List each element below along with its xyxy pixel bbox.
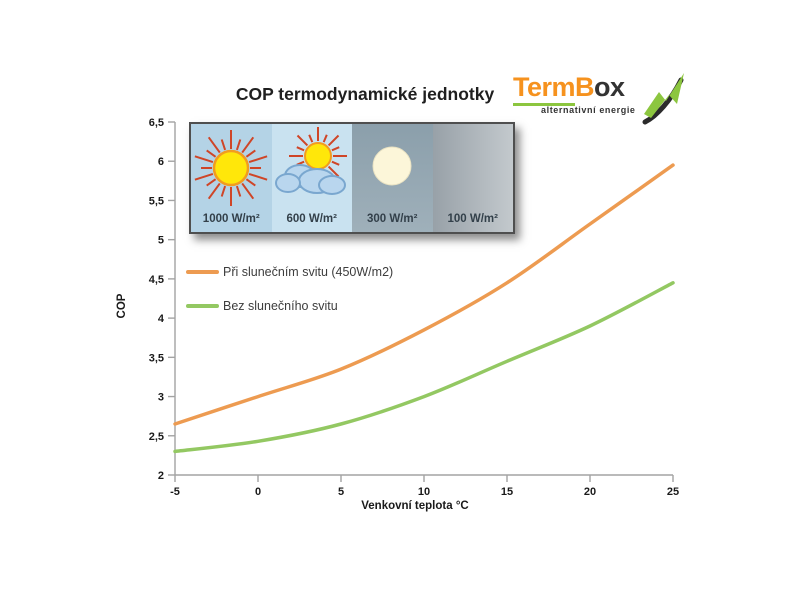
inset-panel-600: 600 W/m² xyxy=(271,124,352,232)
termbox-logo: TermBox alternativní energie xyxy=(513,72,693,132)
y-tick-label: 3,5 xyxy=(149,352,164,364)
x-tick-label: 10 xyxy=(418,486,430,498)
sun-ray xyxy=(206,149,217,158)
sun-ray xyxy=(331,160,340,166)
sun-ray xyxy=(206,178,217,187)
y-tick-label: 4,5 xyxy=(149,274,164,286)
bright-sun-icon xyxy=(194,130,268,206)
sun-ray xyxy=(236,139,242,151)
x-tick-label: 0 xyxy=(255,486,261,498)
y-tick-label: 2,5 xyxy=(149,431,164,443)
x-tick-label: 25 xyxy=(667,486,679,498)
sun-ray xyxy=(220,185,227,197)
sun-ray xyxy=(246,178,257,187)
sun-ray xyxy=(241,136,255,154)
sun-ray xyxy=(220,139,227,151)
y-axis-title: COP xyxy=(116,293,128,319)
sun-ray xyxy=(327,134,339,147)
inset-panel-300: 300 W/m² xyxy=(352,124,433,232)
logo-wordmark: TermBox xyxy=(513,72,693,106)
sun-ray xyxy=(246,149,257,158)
logo-tagline: alternativní energie xyxy=(541,105,636,115)
y-tick-label: 2 xyxy=(158,470,164,482)
cloud-shape xyxy=(274,164,346,195)
legend-swatch-sun xyxy=(186,270,219,274)
sun-ray xyxy=(208,136,221,154)
x-axis-title: Venkovní teplota °C xyxy=(361,500,469,512)
sun-ray xyxy=(308,134,313,143)
inset-label-300: 300 W/m² xyxy=(367,213,418,225)
y-tick-label: 5 xyxy=(158,235,164,247)
series-line-1 xyxy=(173,281,675,454)
pale-sun-icon xyxy=(372,146,412,186)
legend-label-sun: Při slunečním svitu (450W/m2) xyxy=(223,265,394,279)
legend-label-nosun: Bez slunečního svitu xyxy=(223,299,338,313)
sun-ray xyxy=(249,155,268,164)
inset-panel-1000: 1000 W/m² xyxy=(191,124,272,232)
inset-panel-100: 100 W/m² xyxy=(432,124,513,232)
sun-ray xyxy=(236,185,242,197)
y-tick-label: 6 xyxy=(158,156,164,168)
legend-swatch-nosun xyxy=(186,304,219,308)
y-tick-label: 5,5 xyxy=(149,195,164,207)
sun-behind-cloud-icon xyxy=(274,127,347,195)
inset-label-100: 100 W/m² xyxy=(447,213,499,225)
irradiance-inset: 1000 W/m² 600 W/m² 300 W/m² 100 W/m xyxy=(189,122,515,234)
sun-ray xyxy=(194,155,214,164)
inset-label-1000: 1000 W/m² xyxy=(202,213,260,225)
y-tick-label: 6,5 xyxy=(149,117,164,129)
sun-ray xyxy=(208,182,221,200)
sun-ray xyxy=(194,172,214,181)
sun-ray xyxy=(331,146,340,152)
sun-ray xyxy=(249,172,268,181)
x-tick-label: 20 xyxy=(584,486,596,498)
sun-ray xyxy=(296,134,308,147)
x-tick-label: 15 xyxy=(501,486,513,498)
logo-b-text: B xyxy=(575,72,595,102)
logo-term-text: Term xyxy=(513,72,576,106)
logo-swoosh-icon xyxy=(642,73,684,125)
legend-item-nosun: Bez slunečního svitu xyxy=(186,299,338,313)
series-line-0 xyxy=(173,163,675,426)
logo-ox-text: ox xyxy=(594,72,625,102)
x-tick-label: -5 xyxy=(170,486,180,498)
chart-title: COP termodynamické jednotky xyxy=(235,84,495,104)
x-tick-label: 5 xyxy=(338,486,344,498)
sun-ray xyxy=(322,134,328,143)
legend-item-sun: Při slunečním svitu (450W/m2) xyxy=(186,265,393,279)
y-tick-label: 3 xyxy=(158,392,164,404)
sun-ray xyxy=(241,182,255,200)
y-tick-label: 4 xyxy=(158,313,165,325)
inset-label-600: 600 W/m² xyxy=(286,213,338,225)
sun-ray xyxy=(327,165,339,178)
sun-ray xyxy=(296,146,305,152)
